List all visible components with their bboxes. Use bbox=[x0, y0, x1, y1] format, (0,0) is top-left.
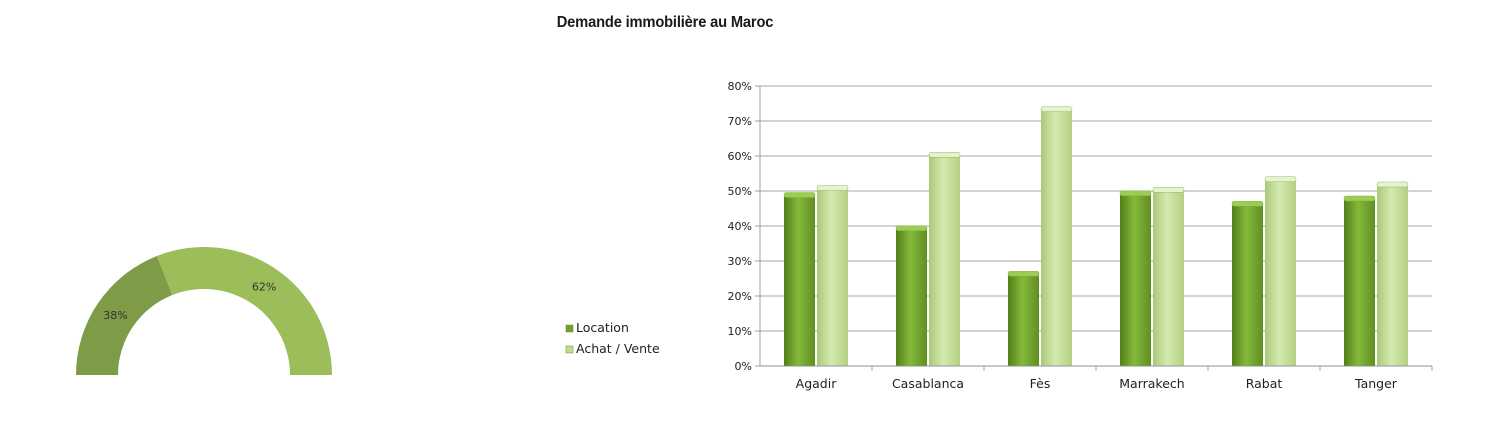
donut-data-label: 38% bbox=[103, 309, 127, 322]
chart-title: Demande immobilière au Maroc bbox=[556, 14, 774, 31]
bar-location bbox=[1232, 203, 1263, 366]
y-tick-label: 20% bbox=[728, 290, 752, 303]
x-category-label: Tanger bbox=[1354, 376, 1398, 391]
x-category-label: Marrakech bbox=[1119, 376, 1184, 391]
bar-achat-vente bbox=[1265, 178, 1296, 366]
donut-slice-1 bbox=[156, 247, 332, 375]
bar-location bbox=[1344, 198, 1375, 366]
legend-label: Location bbox=[576, 320, 629, 335]
x-category-label: Fès bbox=[1030, 376, 1051, 391]
y-tick-label: 70% bbox=[728, 115, 752, 128]
bar-chart: 0% 10% 20% 30% 40% 50% 60% 70% 80% Agadir Casablan… bbox=[728, 80, 1433, 391]
donut-slice-0 bbox=[76, 255, 173, 375]
y-tick-label: 60% bbox=[728, 150, 752, 163]
bar-achat-vente bbox=[1153, 189, 1184, 366]
y-tick-label: 0% bbox=[735, 360, 752, 373]
x-category-label: Casablanca bbox=[892, 376, 964, 391]
bar-legend: Location Achat / Vente bbox=[565, 320, 660, 356]
donut-data-label: 62% bbox=[252, 281, 276, 294]
bar-location bbox=[896, 227, 927, 366]
bar-achat-vente bbox=[1377, 184, 1408, 366]
y-tick-label: 50% bbox=[728, 185, 752, 198]
x-category-label: Agadir bbox=[796, 376, 838, 391]
x-category-label: Rabat bbox=[1246, 376, 1283, 391]
y-tick-label: 10% bbox=[728, 325, 752, 338]
half-donut-chart: 38% 62% bbox=[76, 247, 332, 375]
bar-location bbox=[1008, 273, 1039, 366]
bar-location bbox=[784, 194, 815, 366]
bar-achat-vente bbox=[817, 187, 848, 366]
y-tick-label: 30% bbox=[728, 255, 752, 268]
bar-achat-vente bbox=[1041, 108, 1072, 366]
legend-swatch bbox=[565, 345, 574, 354]
bar-location bbox=[1120, 192, 1151, 366]
legend-swatch bbox=[565, 324, 574, 333]
y-tick-label: 80% bbox=[728, 80, 752, 93]
legend-label: Achat / Vente bbox=[576, 341, 660, 356]
y-tick-label: 40% bbox=[728, 220, 752, 233]
bar-achat-vente bbox=[929, 154, 960, 366]
